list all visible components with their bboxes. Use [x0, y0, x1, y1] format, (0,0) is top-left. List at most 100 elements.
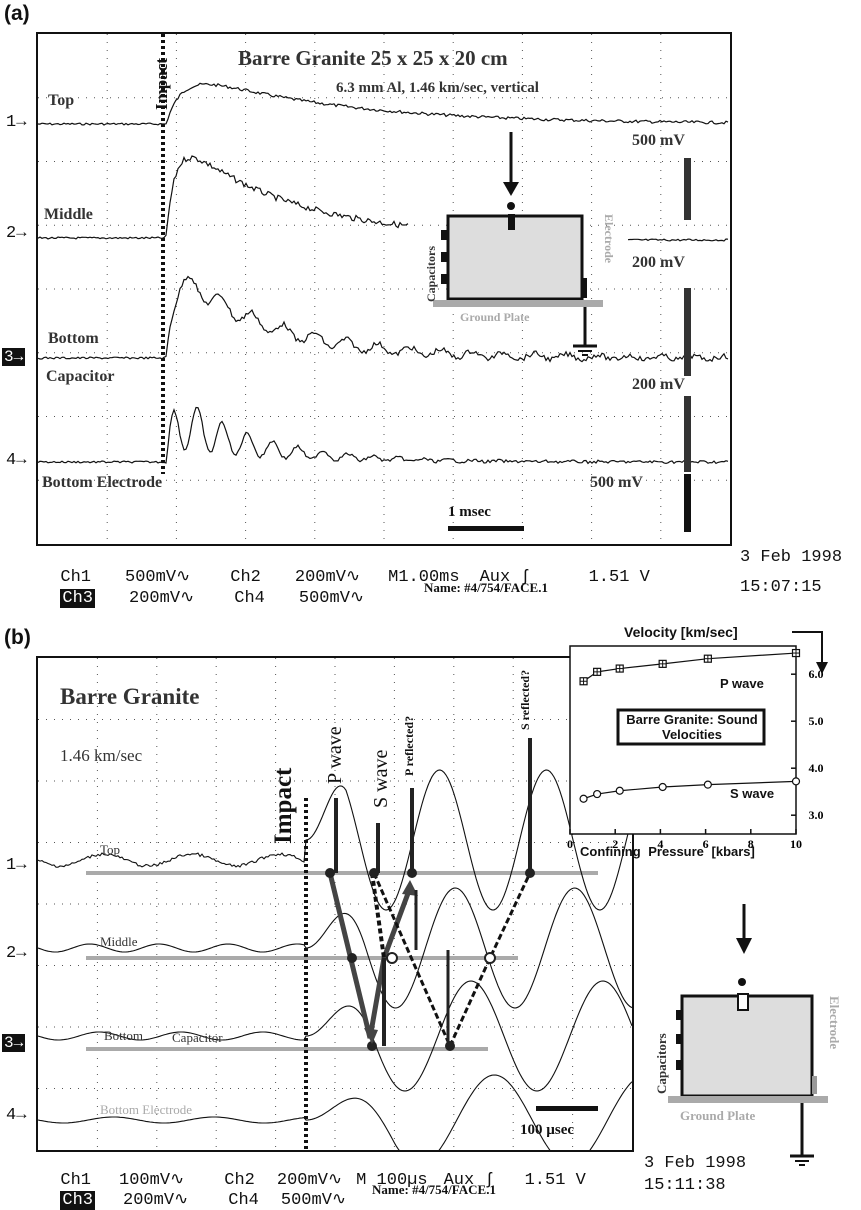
- footer-ch4-scale-b: 500mV∿: [280, 1191, 347, 1210]
- inset-ground-plate-label-a: Ground Plate: [460, 310, 530, 324]
- inset-ground-plate-label-b: Ground Plate: [680, 1108, 756, 1123]
- scale-bar-3-a: [684, 396, 691, 472]
- velocity-x-tick-label: 2: [612, 837, 618, 851]
- velocity-x-tick-label: 8: [748, 837, 754, 851]
- velocity-x-tick-label: 0: [567, 837, 573, 851]
- channel-marker-3-b: 3→: [2, 1034, 26, 1052]
- trace-bottom-capacitor-b: [38, 980, 632, 1092]
- velocity-box-label: Barre Granite: Sound Velocities: [626, 712, 758, 742]
- footer-ch3-scale-b: 200mV∿: [123, 1191, 189, 1210]
- footer-ch4-scale-a: 500mV∿: [298, 589, 365, 608]
- footer-time-b: 15:11:38: [644, 1176, 726, 1195]
- footer-time-a: 15:07:15: [740, 578, 822, 597]
- channel-marker-2-a: 2→: [6, 224, 27, 243]
- footer-name-b: Name: #4/754/FACE.1: [372, 1182, 496, 1197]
- scale-label-1-a: 500 mV: [632, 132, 685, 149]
- scale-label-2-a: 200 mV: [632, 254, 685, 271]
- scale-bar-1-a: [684, 158, 691, 220]
- channel-marker-3-a: 3→: [2, 348, 26, 366]
- footer-date-a: 3 Feb 1998: [740, 548, 843, 567]
- velocity-series-label-p: P wave: [720, 676, 764, 691]
- velocity-y-tick-label: 5.0: [809, 714, 824, 728]
- inset-diagram-b: [668, 904, 828, 1166]
- scale-bar-2-a: [684, 288, 691, 376]
- scale-bar-4-a: [684, 474, 691, 532]
- trace-label-bottom-electrode-b: Bottom Electrode: [100, 1102, 193, 1117]
- inset-electrode-label-b: Electrode: [827, 996, 842, 1050]
- inset-capacitors-label-b: Capacitors: [654, 1033, 669, 1094]
- scope-traces-b: [38, 658, 632, 1150]
- scale-label-4-a: 500 mV: [590, 474, 643, 491]
- footer-ch3-scale-a: 200mV∿: [129, 589, 195, 608]
- footer-name-a: Name: #4/754/FACE.1: [424, 580, 548, 595]
- panel-b-label: (b): [4, 626, 31, 649]
- trace-bottom-electrode-a: [38, 406, 729, 465]
- velocity-y-tick-label: 3.0: [809, 808, 824, 822]
- time-bar-label-a: 1 msec: [448, 504, 491, 520]
- scale-label-3-a: 200 mV: [632, 376, 685, 393]
- trace-label-bottom-b: Bottom: [104, 1028, 144, 1043]
- footer-ch2-scale-b: 200mV∿: [276, 1171, 343, 1190]
- velocity-chart-svg: 0 2 4 6 8 10 3.0 4.0 5.0 6.0: [567, 631, 828, 851]
- footer-row1-a: Ch1 500mV∿ Ch2 200mV∿ M1.00ms Aux ʃ 1.51 V: [40, 547, 649, 587]
- channel-marker-4-b: 4→: [6, 1106, 27, 1125]
- footer-ch2-b: Ch2: [224, 1171, 255, 1190]
- channel-marker-4-a: 4→: [6, 451, 27, 470]
- trace-bottom-electrode-b: [38, 1074, 632, 1150]
- footer-ch1-a: Ch1: [60, 568, 92, 587]
- velocity-point-s: [703, 780, 712, 789]
- wave-label-p-b: P wave: [324, 726, 346, 784]
- velocity-x-axis-label: Confining Pressure [kbars]: [580, 844, 755, 859]
- footer-ch2-scale-a: 200mV∿: [294, 568, 361, 587]
- channel-marker-2-b: 2→: [6, 944, 27, 963]
- footer-ch2-a: Ch2: [230, 568, 261, 587]
- inset-capacitors-label-a: Capacitors: [424, 246, 438, 302]
- footer-ch3-a: Ch3: [60, 589, 96, 608]
- footer-aux-b: Aux ʃ: [443, 1171, 495, 1190]
- velocity-chart-title: Velocity [km/sec]: [624, 624, 738, 640]
- velocity-series-label-s: S wave: [730, 786, 775, 801]
- footer-aux-a: Aux ʃ: [479, 568, 531, 587]
- trace-label-middle-b: Middle: [100, 934, 138, 949]
- chart-title-a: Barre Granite 25 x 25 x 20 cm: [238, 46, 508, 70]
- channel-marker-1-b: 1→: [6, 856, 27, 875]
- velocity-point-s: [615, 786, 624, 795]
- wave-label-p-reflected-b: P reflected?: [402, 715, 416, 776]
- footer-row2-a: Ch3 200mV∿ Ch4 500mV∿: [40, 568, 364, 608]
- velocity-x-tick-label: 10: [790, 837, 802, 851]
- time-bar-a: [448, 526, 524, 531]
- footer-row2-b: Ch3 200mV∿ Ch4 500mV∿: [40, 1170, 346, 1210]
- inset-diagram-a: [433, 132, 603, 356]
- velocity-point-s: [658, 782, 667, 792]
- scope-screen-b: Barre Granite 1.46 km/sec Impact P wave …: [36, 656, 634, 1152]
- velocity-y-tick-label: 6.0: [809, 667, 824, 681]
- velocity-x-tick-label: 6: [703, 837, 709, 851]
- footer-ch4-b: Ch4: [228, 1191, 259, 1210]
- scope-traces-a: [38, 34, 730, 544]
- trace-top-b: [38, 769, 632, 911]
- wave-label-s-b: S wave: [370, 749, 392, 808]
- velocity-point-s: [593, 789, 602, 799]
- channel-marker-1-a: 1→: [6, 113, 27, 132]
- footer-ch1-b: Ch1: [60, 1171, 92, 1190]
- velocity-point-s: [791, 777, 801, 786]
- footer-date-b: 3 Feb 1998: [644, 1154, 747, 1173]
- velocity-box: [616, 708, 766, 746]
- trace-label-capacitor-a: Capacitor: [46, 368, 115, 385]
- panel-a-label: (a): [4, 2, 30, 25]
- chart-subtitle-a: 6.3 mm Al, 1.46 km/sec, vertical: [336, 80, 539, 96]
- velocity-chart: 0 2 4 6 8 10 3.0 4.0 5.0 6.0 Velocity [km/sec] Ba…: [560, 622, 858, 862]
- trace-label-bottom-electrode-a: Bottom Electrode: [42, 474, 163, 491]
- time-bar-b: [536, 1106, 598, 1111]
- inset-electrode-label-a: Electrode: [602, 214, 616, 264]
- trace-label-capacitor-b: Capacitor: [172, 1030, 223, 1045]
- trace-middle-a: [38, 155, 729, 242]
- trace-top-a: [38, 82, 729, 126]
- trace-bottom-capacitor-a: [38, 275, 729, 363]
- footer-timebase-a: M1.00ms: [388, 568, 460, 587]
- chart-title-b: Barre Granite: [60, 684, 200, 709]
- footer-ch4-a: Ch4: [234, 589, 265, 608]
- footer-trigger-b: 1.51 V: [524, 1171, 586, 1190]
- velocity-x-tick-label: 4: [657, 837, 663, 851]
- wave-paths-b: [325, 738, 535, 1051]
